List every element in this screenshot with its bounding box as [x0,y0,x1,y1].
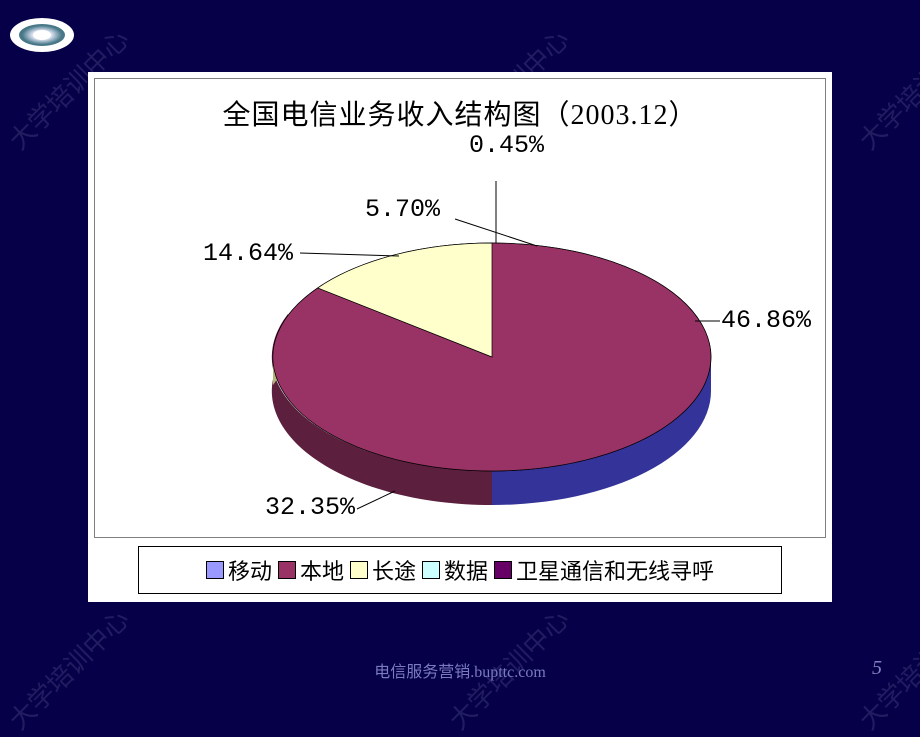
legend-label: 长途 [372,554,416,586]
page-number: 5 [872,657,882,680]
leader-line-local [357,491,395,509]
chart-container: 全国电信业务收入结构图（2003.12） [88,72,832,602]
data-label-mobile: 46.86% [721,306,811,335]
legend-swatch [278,561,296,579]
legend-swatch [350,561,368,579]
legend-label: 数据 [444,554,488,586]
legend-item-long: 长途 [350,554,416,586]
legend-item-local: 本地 [278,554,344,586]
legend-swatch [494,561,512,579]
legend-label: 卫星通信和无线寻呼 [516,554,714,586]
watermark: 大学培训中心 [850,20,920,156]
data-label-long: 14.64% [203,239,293,268]
legend-label: 移动 [228,554,272,586]
pie-chart [155,121,775,531]
plot-area: 全国电信业务收入结构图（2003.12） [94,78,826,538]
data-label-data: 5.70% [365,195,440,224]
legend-item-mobile: 移动 [206,554,272,586]
legend-swatch [206,561,224,579]
legend-label: 本地 [300,554,344,586]
data-label-local: 32.35% [265,493,355,522]
leader-line-long [300,253,399,256]
legend: 移动 本地 长途 数据 卫星通信和无线寻呼 [138,546,782,594]
legend-swatch [422,561,440,579]
data-label-satellite: 0.45% [469,131,544,160]
legend-item-data: 数据 [422,554,488,586]
logo-inner [19,24,65,46]
legend-item-satellite: 卫星通信和无线寻呼 [494,554,714,586]
footer-text: 电信服务营销.bupttc.com [0,658,920,682]
logo [10,18,74,52]
